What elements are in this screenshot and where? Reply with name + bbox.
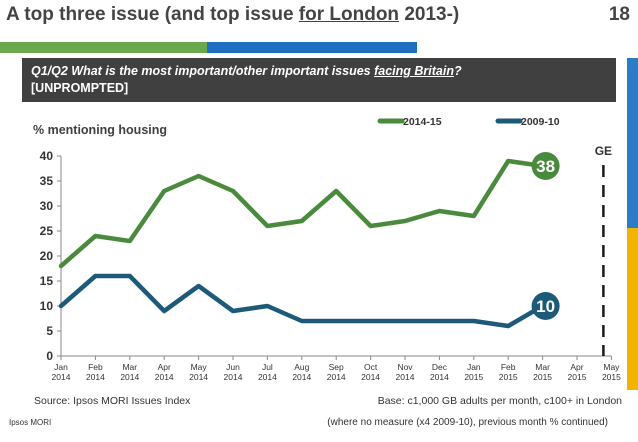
- y-tick-label: 15: [40, 274, 54, 288]
- legend-label-2014-15: 2014-15: [403, 116, 442, 128]
- x-tick-label-year: 2014: [396, 372, 415, 382]
- x-tick-label-month: Dec: [432, 362, 448, 372]
- y-tick-label: 30: [40, 199, 54, 213]
- x-tick-label-month: Feb: [501, 362, 516, 372]
- question-box: Q1/Q2 What is the most important/other i…: [22, 58, 616, 102]
- end-label-bubble-2009-10: [531, 292, 560, 320]
- x-tick-label-month: Feb: [88, 362, 103, 372]
- page-title: A top three issue (and top issue for Lon…: [6, 4, 460, 25]
- x-tick-label-year: 2015: [499, 372, 518, 382]
- x-tick-label-month: Oct: [364, 362, 378, 372]
- measure-note: (where no measure (x4 2009-10), previous…: [327, 417, 608, 428]
- x-tick-label-month: Sep: [329, 362, 344, 372]
- x-tick-label-month: Aug: [294, 362, 309, 372]
- x-tick-label-month: Jul: [262, 362, 273, 372]
- slide-number: 18: [608, 4, 630, 25]
- x-tick-label-year: 2014: [327, 372, 346, 382]
- x-tick-label-month: May: [191, 362, 208, 372]
- x-tick-label-year: 2015: [533, 372, 552, 382]
- x-tick-label-year: 2015: [464, 372, 483, 382]
- x-tick-label-year: 2014: [120, 372, 139, 382]
- ipsos-mori-logo: Ipsos MORI: [9, 418, 52, 427]
- x-tick-label-month: Mar: [535, 362, 550, 372]
- sidebar-yellow: [627, 228, 638, 390]
- x-tick-label-year: 2015: [602, 372, 621, 382]
- question-unprompted: [UNPROMPTED]: [31, 81, 129, 95]
- base-note: Base: c1,000 GB adults per month, c100+ …: [377, 395, 622, 407]
- x-tick-label-month: Jan: [467, 362, 481, 372]
- y-tick-label: 25: [40, 224, 54, 238]
- x-tick-label-month: May: [603, 362, 620, 372]
- x-tick-label-year: 2014: [361, 372, 380, 382]
- series-line-2014-15: [58, 158, 545, 269]
- legend-label-2009-10: 2009-10: [521, 116, 560, 128]
- x-tick-label-year: 2014: [155, 372, 174, 382]
- y-tick-label: 35: [40, 174, 54, 188]
- header-rule-blue: [207, 42, 417, 53]
- y-tick-label: 5: [46, 324, 53, 338]
- end-label-2014-15: 38: [536, 157, 555, 176]
- x-tick-label-year: 2014: [52, 372, 71, 382]
- x-tick-label-month: Mar: [122, 362, 137, 372]
- x-tick-label-month: Apr: [158, 362, 171, 372]
- x-tick-label-year: 2014: [430, 372, 449, 382]
- source-note: Source: Ipsos MORI Issues Index: [34, 395, 191, 407]
- end-label-2009-10: 10: [536, 297, 555, 316]
- x-tick-label-year: 2014: [224, 372, 243, 382]
- end-label-bubble-2014-15: [531, 152, 560, 180]
- y-tick-label: 10: [40, 299, 54, 313]
- series-line-2009-10: [58, 273, 545, 329]
- election-marker-label: GE: [595, 144, 612, 158]
- y-tick-label: 40: [40, 149, 54, 163]
- x-tick-label-year: 2014: [86, 372, 105, 382]
- x-tick-label-month: Apr: [570, 362, 583, 372]
- x-tick-label-month: Nov: [397, 362, 413, 372]
- x-tick-label-year: 2015: [568, 372, 587, 382]
- x-tick-label-year: 2014: [292, 372, 311, 382]
- header-rule-green: [0, 42, 207, 53]
- x-tick-label-year: 2014: [189, 372, 208, 382]
- x-tick-label-month: Jun: [226, 362, 240, 372]
- question-text: Q1/Q2 What is the most important/other i…: [31, 64, 462, 78]
- y-tick-label: 20: [40, 249, 54, 263]
- y-tick-label: 0: [46, 349, 53, 363]
- y-axis-label: % mentioning housing: [33, 123, 168, 137]
- x-tick-label-year: 2014: [258, 372, 277, 382]
- sidebar-blue: [627, 58, 638, 228]
- x-tick-label-month: Jan: [54, 362, 68, 372]
